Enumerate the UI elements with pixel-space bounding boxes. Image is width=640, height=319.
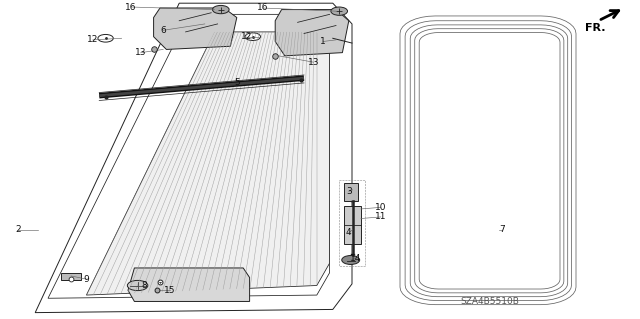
Text: 8: 8 xyxy=(141,281,147,290)
Polygon shape xyxy=(154,8,237,49)
Text: 16: 16 xyxy=(125,3,137,11)
Polygon shape xyxy=(275,10,349,56)
Text: 10: 10 xyxy=(375,203,387,212)
Circle shape xyxy=(212,5,229,14)
Text: 15: 15 xyxy=(164,286,175,295)
Circle shape xyxy=(127,280,148,291)
Bar xyxy=(61,273,81,280)
Circle shape xyxy=(98,34,113,42)
Bar xyxy=(344,206,361,244)
Text: 14: 14 xyxy=(349,254,361,263)
Text: 7: 7 xyxy=(500,225,505,234)
Circle shape xyxy=(331,7,348,15)
Text: 11: 11 xyxy=(375,212,387,221)
Text: SZA4B5510B: SZA4B5510B xyxy=(460,297,519,306)
Text: 2: 2 xyxy=(15,225,20,234)
Text: 3: 3 xyxy=(346,187,351,196)
Text: 12: 12 xyxy=(87,35,99,44)
Text: 1: 1 xyxy=(321,37,326,46)
Text: 12: 12 xyxy=(241,32,252,41)
Circle shape xyxy=(342,256,360,264)
Text: 13: 13 xyxy=(308,58,319,67)
Polygon shape xyxy=(86,32,330,295)
Text: FR.: FR. xyxy=(585,23,605,33)
Circle shape xyxy=(245,33,260,41)
Text: 9: 9 xyxy=(84,275,89,284)
Text: 16: 16 xyxy=(257,4,268,12)
Bar xyxy=(344,183,358,201)
Text: 6: 6 xyxy=(161,26,166,35)
Text: 13: 13 xyxy=(135,48,147,57)
Text: 4: 4 xyxy=(346,228,351,237)
Text: 5: 5 xyxy=(234,78,239,87)
Polygon shape xyxy=(128,268,250,301)
